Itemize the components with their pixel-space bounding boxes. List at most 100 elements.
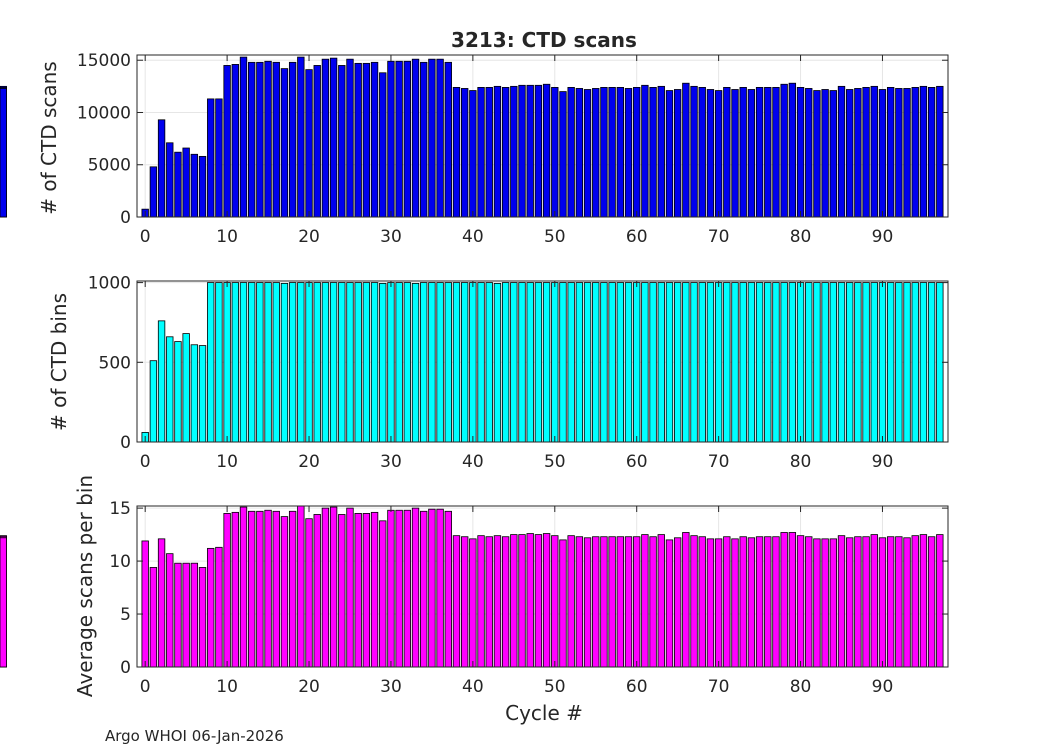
x-tick-label: 10 [216, 677, 238, 697]
bar [649, 536, 657, 668]
bar [575, 88, 584, 218]
bar [846, 89, 854, 218]
bar [878, 89, 887, 218]
bar [936, 85, 944, 218]
bar [919, 85, 928, 218]
bar [616, 536, 624, 668]
bar [485, 87, 493, 218]
x-tick-label: 90 [872, 227, 894, 247]
bar [600, 282, 608, 443]
bar [149, 166, 158, 218]
bar [215, 98, 223, 218]
bar [469, 282, 477, 443]
bar [403, 509, 412, 668]
bar [288, 61, 297, 218]
bar [911, 535, 919, 668]
bar [698, 87, 706, 218]
bar [911, 282, 919, 443]
bar [534, 84, 543, 218]
bar [501, 87, 510, 218]
bar [731, 282, 739, 443]
bar [215, 282, 223, 443]
x-tick-label: 50 [544, 452, 566, 472]
bar [870, 534, 878, 668]
bar [485, 536, 493, 668]
bar [862, 282, 870, 443]
x-tick-label: 80 [790, 677, 812, 697]
bar [608, 536, 616, 668]
bar [387, 60, 395, 218]
bar [444, 282, 452, 443]
bar [649, 87, 657, 218]
bar [280, 68, 289, 218]
x-tick-label: 80 [790, 227, 812, 247]
bar [215, 546, 223, 668]
bar [182, 147, 190, 218]
x-tick-label: 70 [708, 227, 730, 247]
bar [714, 90, 723, 218]
bar [673, 89, 682, 218]
bar [256, 282, 264, 443]
x-tick-label: 60 [626, 227, 648, 247]
bar [706, 282, 715, 443]
bar [501, 536, 510, 668]
bar [198, 155, 207, 218]
bar [878, 282, 887, 443]
bar [354, 513, 362, 668]
bar [264, 282, 272, 443]
bar [895, 88, 903, 218]
bar [633, 282, 641, 443]
bar [272, 282, 280, 443]
bar [870, 85, 878, 218]
bar [682, 282, 690, 443]
bar [936, 534, 944, 668]
y-tick-label: 1000 [88, 274, 131, 294]
bar [231, 511, 239, 668]
bar [501, 282, 510, 443]
bar [460, 88, 469, 218]
x-tick-label: 40 [462, 452, 484, 472]
bar [288, 510, 297, 668]
panel-ctd-scans: 0 5000 10000 15000 0 10 20 30 40 50 60 70 80 90 [0, 51, 949, 247]
bar [886, 87, 895, 218]
bar [657, 282, 665, 443]
bar [411, 507, 420, 668]
bar [911, 87, 919, 218]
bar [723, 87, 731, 218]
bar [321, 507, 330, 668]
bar [305, 69, 313, 218]
bar [813, 538, 821, 668]
bar [747, 89, 756, 218]
x-tick-label: 40 [462, 227, 484, 247]
bar [272, 510, 280, 668]
bar [682, 82, 690, 218]
bar [903, 88, 911, 218]
y-tick-label: 5 [120, 605, 131, 625]
footer-text: Argo WHOI 06-Jan-2026 [105, 727, 284, 745]
bar [837, 85, 846, 218]
bar [821, 538, 829, 668]
bar [190, 344, 199, 443]
bar [338, 282, 346, 443]
bar [567, 282, 575, 443]
bar [854, 282, 862, 443]
bar [559, 282, 567, 443]
bar [166, 553, 174, 668]
x-tick-label: 0 [140, 227, 151, 247]
bar [436, 508, 444, 668]
bar [428, 508, 436, 668]
bar [329, 506, 338, 668]
bar [805, 282, 813, 443]
bar [862, 87, 870, 218]
bar [919, 282, 928, 443]
bar [157, 320, 166, 443]
bar [477, 87, 485, 218]
bar [362, 62, 371, 218]
bar [796, 282, 805, 443]
bar [149, 360, 158, 443]
bar [772, 282, 780, 443]
bar [837, 535, 846, 668]
bar [207, 98, 215, 218]
bar [551, 87, 559, 218]
y-tick-label: 0 [120, 658, 131, 678]
